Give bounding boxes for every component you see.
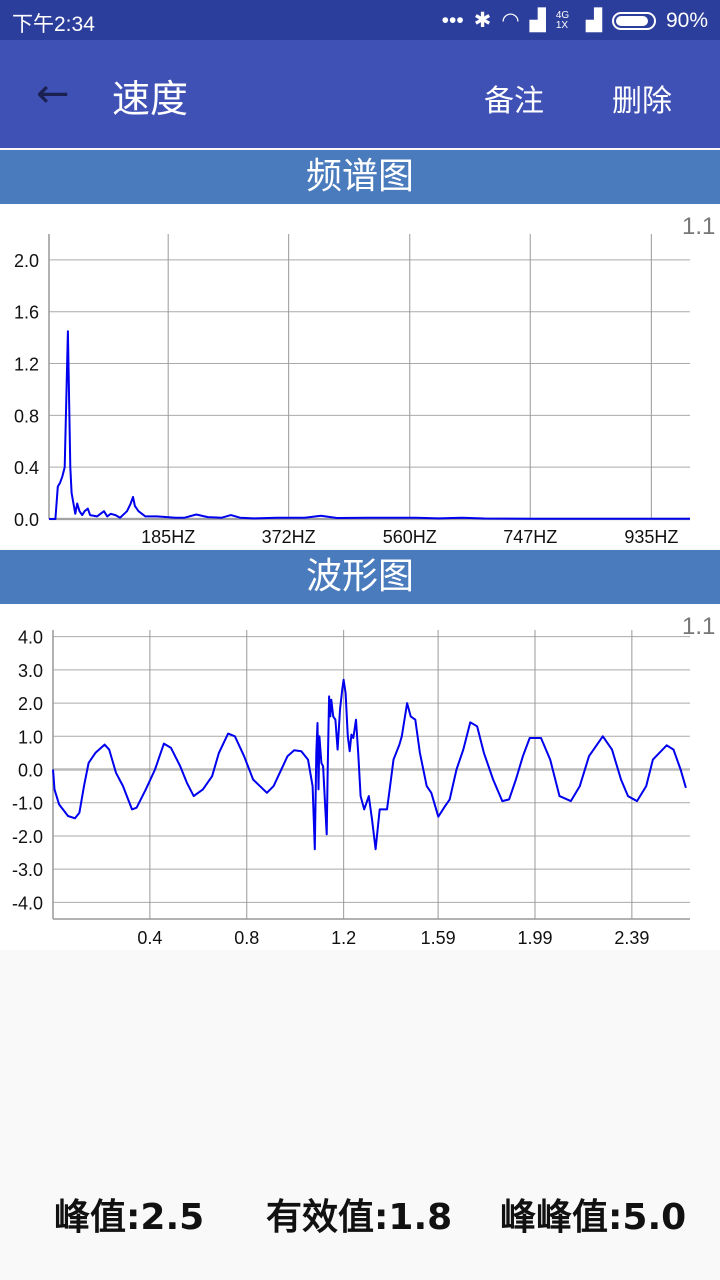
spectrum-ytick-label: 1.6 <box>14 303 39 323</box>
spectrum-series-line <box>49 330 690 520</box>
waveform-xtick-label: 0.4 <box>137 928 162 948</box>
status-icons: ••• ✱ ◠ ▟ 4G 1X ▟ 90% <box>442 8 708 33</box>
waveform-ytick-label: -1.0 <box>12 794 43 814</box>
waveform-ytick-label: -4.0 <box>12 893 43 913</box>
spectrum-ytick-label: 0.0 <box>14 510 39 530</box>
spectrum-ytick-label: 2.0 <box>14 251 39 271</box>
waveform-ytick-label: 2.0 <box>18 694 43 714</box>
waveform-xtick-label: 1.2 <box>331 928 356 948</box>
spectrum-corner-label: 1.1 <box>682 213 715 240</box>
status-time: 下午2:34 <box>12 13 95 36</box>
peak-to-peak-value: 峰峰值:5.0 <box>500 1197 687 1238</box>
waveform-ytick-label: 0.0 <box>18 761 43 781</box>
signal-icon: ▟ <box>529 9 546 32</box>
app-bar: ← 速度 备注 删除 <box>0 40 720 148</box>
spectrum-ytick-label: 0.8 <box>14 406 39 426</box>
waveform-xtick-label: 0.8 <box>234 928 259 948</box>
wifi-icon: ◠ <box>501 9 520 32</box>
spectrum-header: 频谱图 <box>0 150 720 204</box>
peak-value: 峰值:2.5 <box>54 1197 205 1238</box>
status-bar: 下午2:34 ••• ✱ ◠ ▟ 4G 1X ▟ 90% <box>0 0 720 40</box>
more-dots-icon: ••• <box>441 8 464 32</box>
spectrum-ytick-label: 1.2 <box>14 355 39 375</box>
back-button[interactable]: ← <box>36 72 80 116</box>
spectrum-chart: 0.0 0.4 0.8 1.2 1.6 2.0 185HZ 372HZ 560HZ 747HZ 93… <box>0 204 720 548</box>
arrow-left-icon: ← <box>36 71 70 117</box>
spectrum-xtick-label: 372HZ <box>262 527 316 547</box>
spectrum-ytick-label: 0.4 <box>14 458 39 478</box>
bluetooth-icon: ✱ <box>473 9 492 32</box>
waveform-xtick-label: 1.99 <box>517 928 552 948</box>
waveform-xtick-label: 1.59 <box>421 928 456 948</box>
waveform-corner-label: 1.1 <box>682 613 715 640</box>
waveform-chart: 4.0 3.0 2.0 1.0 0.0 -1.0 -2.0 -3.0 -4.0 0.4 0.8 1.2… <box>0 604 720 950</box>
delete-button[interactable]: 删除 <box>612 84 672 119</box>
battery-icon <box>611 11 656 30</box>
rms-value: 有效值:1.8 <box>266 1197 453 1238</box>
waveform-header: 波形图 <box>0 550 720 604</box>
spectrum-xtick-label: 560HZ <box>383 527 437 547</box>
spectrum-xtick-label: 935HZ <box>624 527 678 547</box>
spectrum-xtick-label: 185HZ <box>141 527 195 547</box>
waveform-ytick-label: 3.0 <box>18 661 43 681</box>
page-title: 速度 <box>112 77 189 121</box>
spectrum-xtick-label: 747HZ <box>503 527 557 547</box>
waveform-ytick-label: 4.0 <box>18 628 43 648</box>
note-button[interactable]: 备注 <box>484 84 544 119</box>
network-type: 4G 1X <box>555 9 570 31</box>
waveform-ytick-label: -3.0 <box>12 860 43 880</box>
waveform-ytick-label: 1.0 <box>18 727 43 747</box>
waveform-series-line <box>52 678 687 851</box>
waveform-xtick-label: 2.39 <box>614 928 649 948</box>
signal-icon: ▟ <box>585 9 602 32</box>
battery-percent: 90% <box>665 8 708 32</box>
spectrum-chart-svg: 0.0 0.4 0.8 1.2 1.6 2.0 185HZ 372HZ 560HZ 747HZ 93… <box>14 213 715 547</box>
waveform-ytick-label: -2.0 <box>12 827 43 847</box>
waveform-chart-svg: 4.0 3.0 2.0 1.0 0.0 -1.0 -2.0 -3.0 -4.0 0.4 0.8 1.2… <box>12 613 715 948</box>
